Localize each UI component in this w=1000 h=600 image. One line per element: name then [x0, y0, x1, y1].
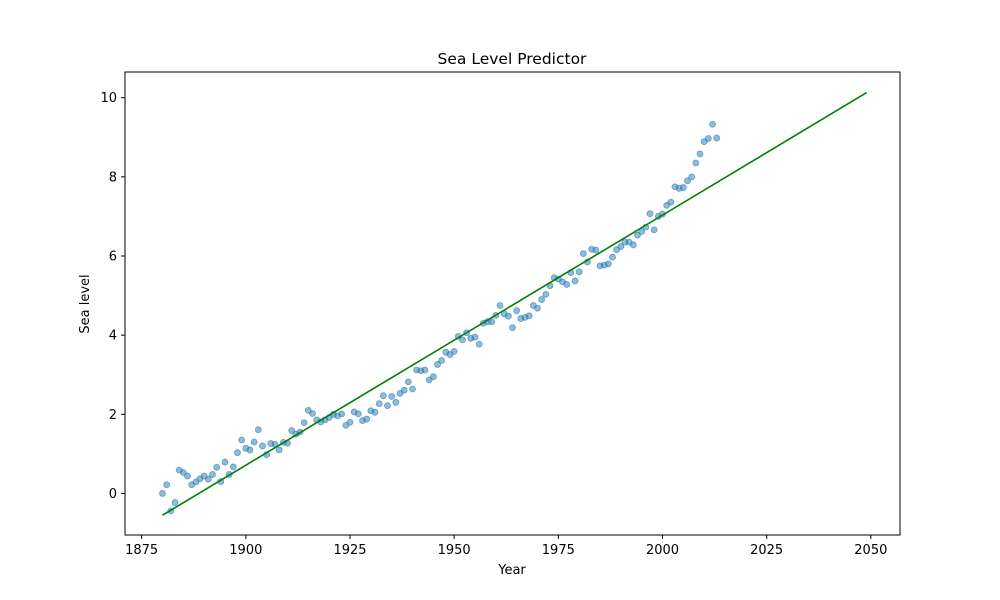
data-point — [629, 241, 637, 249]
y-tick-label: 8 — [109, 170, 117, 185]
data-point — [459, 336, 466, 344]
data-point — [404, 378, 412, 386]
data-point — [713, 134, 721, 142]
data-point — [488, 318, 496, 326]
data-point — [646, 210, 654, 218]
data-point — [250, 438, 258, 446]
plot-frame — [124, 71, 901, 536]
data-point — [575, 268, 583, 276]
chart-title: Sea Level Predictor — [438, 50, 588, 68]
data-point — [509, 324, 516, 332]
data-point — [300, 419, 308, 427]
data-point — [692, 159, 700, 167]
data-point — [650, 226, 658, 234]
data-point — [563, 281, 571, 288]
data-point — [221, 458, 229, 466]
data-point — [213, 463, 221, 471]
data-point — [421, 366, 429, 374]
data-point — [229, 463, 237, 471]
data-point — [371, 408, 379, 416]
data-point — [346, 418, 354, 426]
data-point — [475, 340, 483, 348]
data-point — [709, 120, 716, 128]
trend-line — [162, 91, 868, 516]
y-axis-ticks: 0 2 4 6 8 10 — [100, 91, 125, 502]
data-point — [542, 290, 550, 298]
data-point — [309, 410, 316, 417]
data-point — [609, 253, 616, 261]
y-tick-label: 2 — [109, 408, 117, 423]
data-point — [667, 198, 675, 206]
data-point — [384, 402, 391, 409]
x-axis-title: Year — [497, 563, 526, 578]
data-point — [684, 177, 691, 185]
data-point — [234, 449, 241, 457]
data-point — [246, 446, 254, 454]
data-point — [379, 392, 387, 400]
data-point — [513, 307, 521, 315]
data-point — [571, 277, 579, 285]
x-tick-label: 1875 — [125, 543, 158, 558]
data-point — [434, 361, 441, 368]
data-point — [534, 304, 541, 312]
x-tick-label: 1975 — [542, 543, 575, 558]
x-tick-label: 1900 — [229, 543, 262, 558]
data-point — [579, 250, 587, 258]
data-point — [538, 296, 546, 303]
data-point — [688, 173, 696, 181]
data-point — [259, 442, 266, 450]
data-point — [504, 312, 512, 320]
data-point — [184, 472, 191, 480]
data-point — [163, 481, 171, 489]
x-tick-label: 2050 — [854, 543, 887, 558]
data-point — [354, 410, 362, 418]
y-tick-label: 10 — [100, 91, 117, 106]
data-point — [392, 399, 400, 406]
x-tick-label: 1950 — [438, 543, 471, 558]
data-point — [254, 426, 262, 434]
data-point — [496, 302, 504, 309]
data-point — [363, 415, 371, 423]
data-point — [238, 436, 246, 444]
data-point — [204, 475, 212, 483]
data-point — [171, 499, 179, 506]
data-point — [438, 357, 446, 364]
data-point — [471, 333, 479, 341]
data-point — [388, 393, 396, 400]
data-point — [338, 410, 346, 418]
data-point — [209, 471, 216, 478]
data-point — [275, 446, 283, 454]
data-point — [375, 400, 383, 408]
data-point — [617, 243, 625, 250]
x-axis-ticks: 1875 1900 1925 1950 1975 2000 2025 2050 — [125, 535, 887, 558]
y-tick-label: 0 — [109, 487, 117, 502]
data-point — [409, 385, 416, 393]
data-point — [679, 184, 687, 191]
x-tick-label: 2025 — [750, 543, 783, 558]
data-point — [604, 260, 612, 268]
scatter-series — [159, 120, 721, 515]
y-tick-label: 4 — [109, 329, 117, 344]
data-point — [696, 150, 704, 158]
data-point — [450, 347, 458, 355]
data-point — [704, 135, 712, 142]
data-point — [159, 490, 166, 497]
x-tick-label: 1925 — [333, 543, 366, 558]
y-axis-title: Sea level — [78, 274, 93, 333]
data-point — [592, 246, 600, 254]
y-tick-label: 6 — [109, 250, 117, 265]
x-tick-label: 2000 — [646, 543, 679, 558]
data-point — [400, 386, 408, 394]
trend-line-series — [162, 91, 868, 516]
data-point — [429, 373, 437, 381]
data-point — [525, 312, 533, 320]
